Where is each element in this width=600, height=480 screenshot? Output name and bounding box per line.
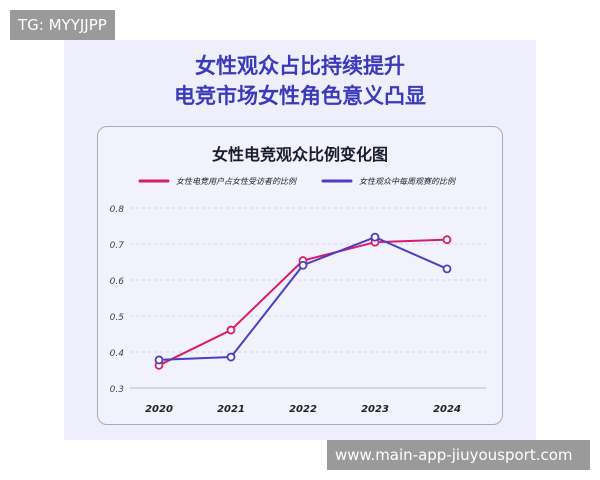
data-point <box>226 325 236 335</box>
infographic: 女性观众占比持续提升 电竞市场女性角色意义凸显 女性电竞观众比例变化图 0.3 0… <box>64 40 536 440</box>
y-tick-label: 0.7 <box>110 241 125 251</box>
legend-label: 女性电竞用户占女性受访者的比例 <box>176 177 298 186</box>
series-line <box>158 236 448 361</box>
data-point <box>298 260 308 270</box>
watermark-bottom-right: www.main-app-jiuyousport.com <box>327 440 590 470</box>
data-point <box>226 352 236 362</box>
x-tick-label: 2020 <box>145 404 173 415</box>
y-tick-label: 0.8 <box>110 205 125 215</box>
line-chart: 0.3 0.4 0.5 0.6 0.7 0.8 2020 2021 2022 2023 2024 女性… <box>110 177 486 415</box>
data-point <box>442 235 452 245</box>
chart-title: 女性电竞观众比例变化图 <box>211 145 388 164</box>
y-tick-label: 0.3 <box>110 385 125 395</box>
data-point <box>370 232 380 242</box>
y-tick-label: 0.4 <box>110 349 125 359</box>
watermark-top-left: TG: MYYJJPP <box>10 10 115 40</box>
headline-line2: 电竞市场女性角色意义凸显 <box>174 84 426 108</box>
headline-line1: 女性观众占比持续提升 <box>195 54 405 78</box>
y-tick-label: 0.5 <box>110 313 125 323</box>
x-tick-label: 2024 <box>433 404 461 415</box>
data-point <box>442 264 452 274</box>
chart-card: 女性电竞观众比例变化图 0.3 0.4 0.5 0.6 0.7 0.8 2020 2021 20… <box>97 126 503 425</box>
x-tick-label: 2023 <box>361 404 389 415</box>
y-tick-label: 0.6 <box>110 277 125 287</box>
legend-label: 女性观众中每周观赛的比例 <box>359 177 457 186</box>
data-point <box>154 355 164 365</box>
x-tick-label: 2021 <box>217 404 245 415</box>
x-tick-label: 2022 <box>289 404 317 415</box>
